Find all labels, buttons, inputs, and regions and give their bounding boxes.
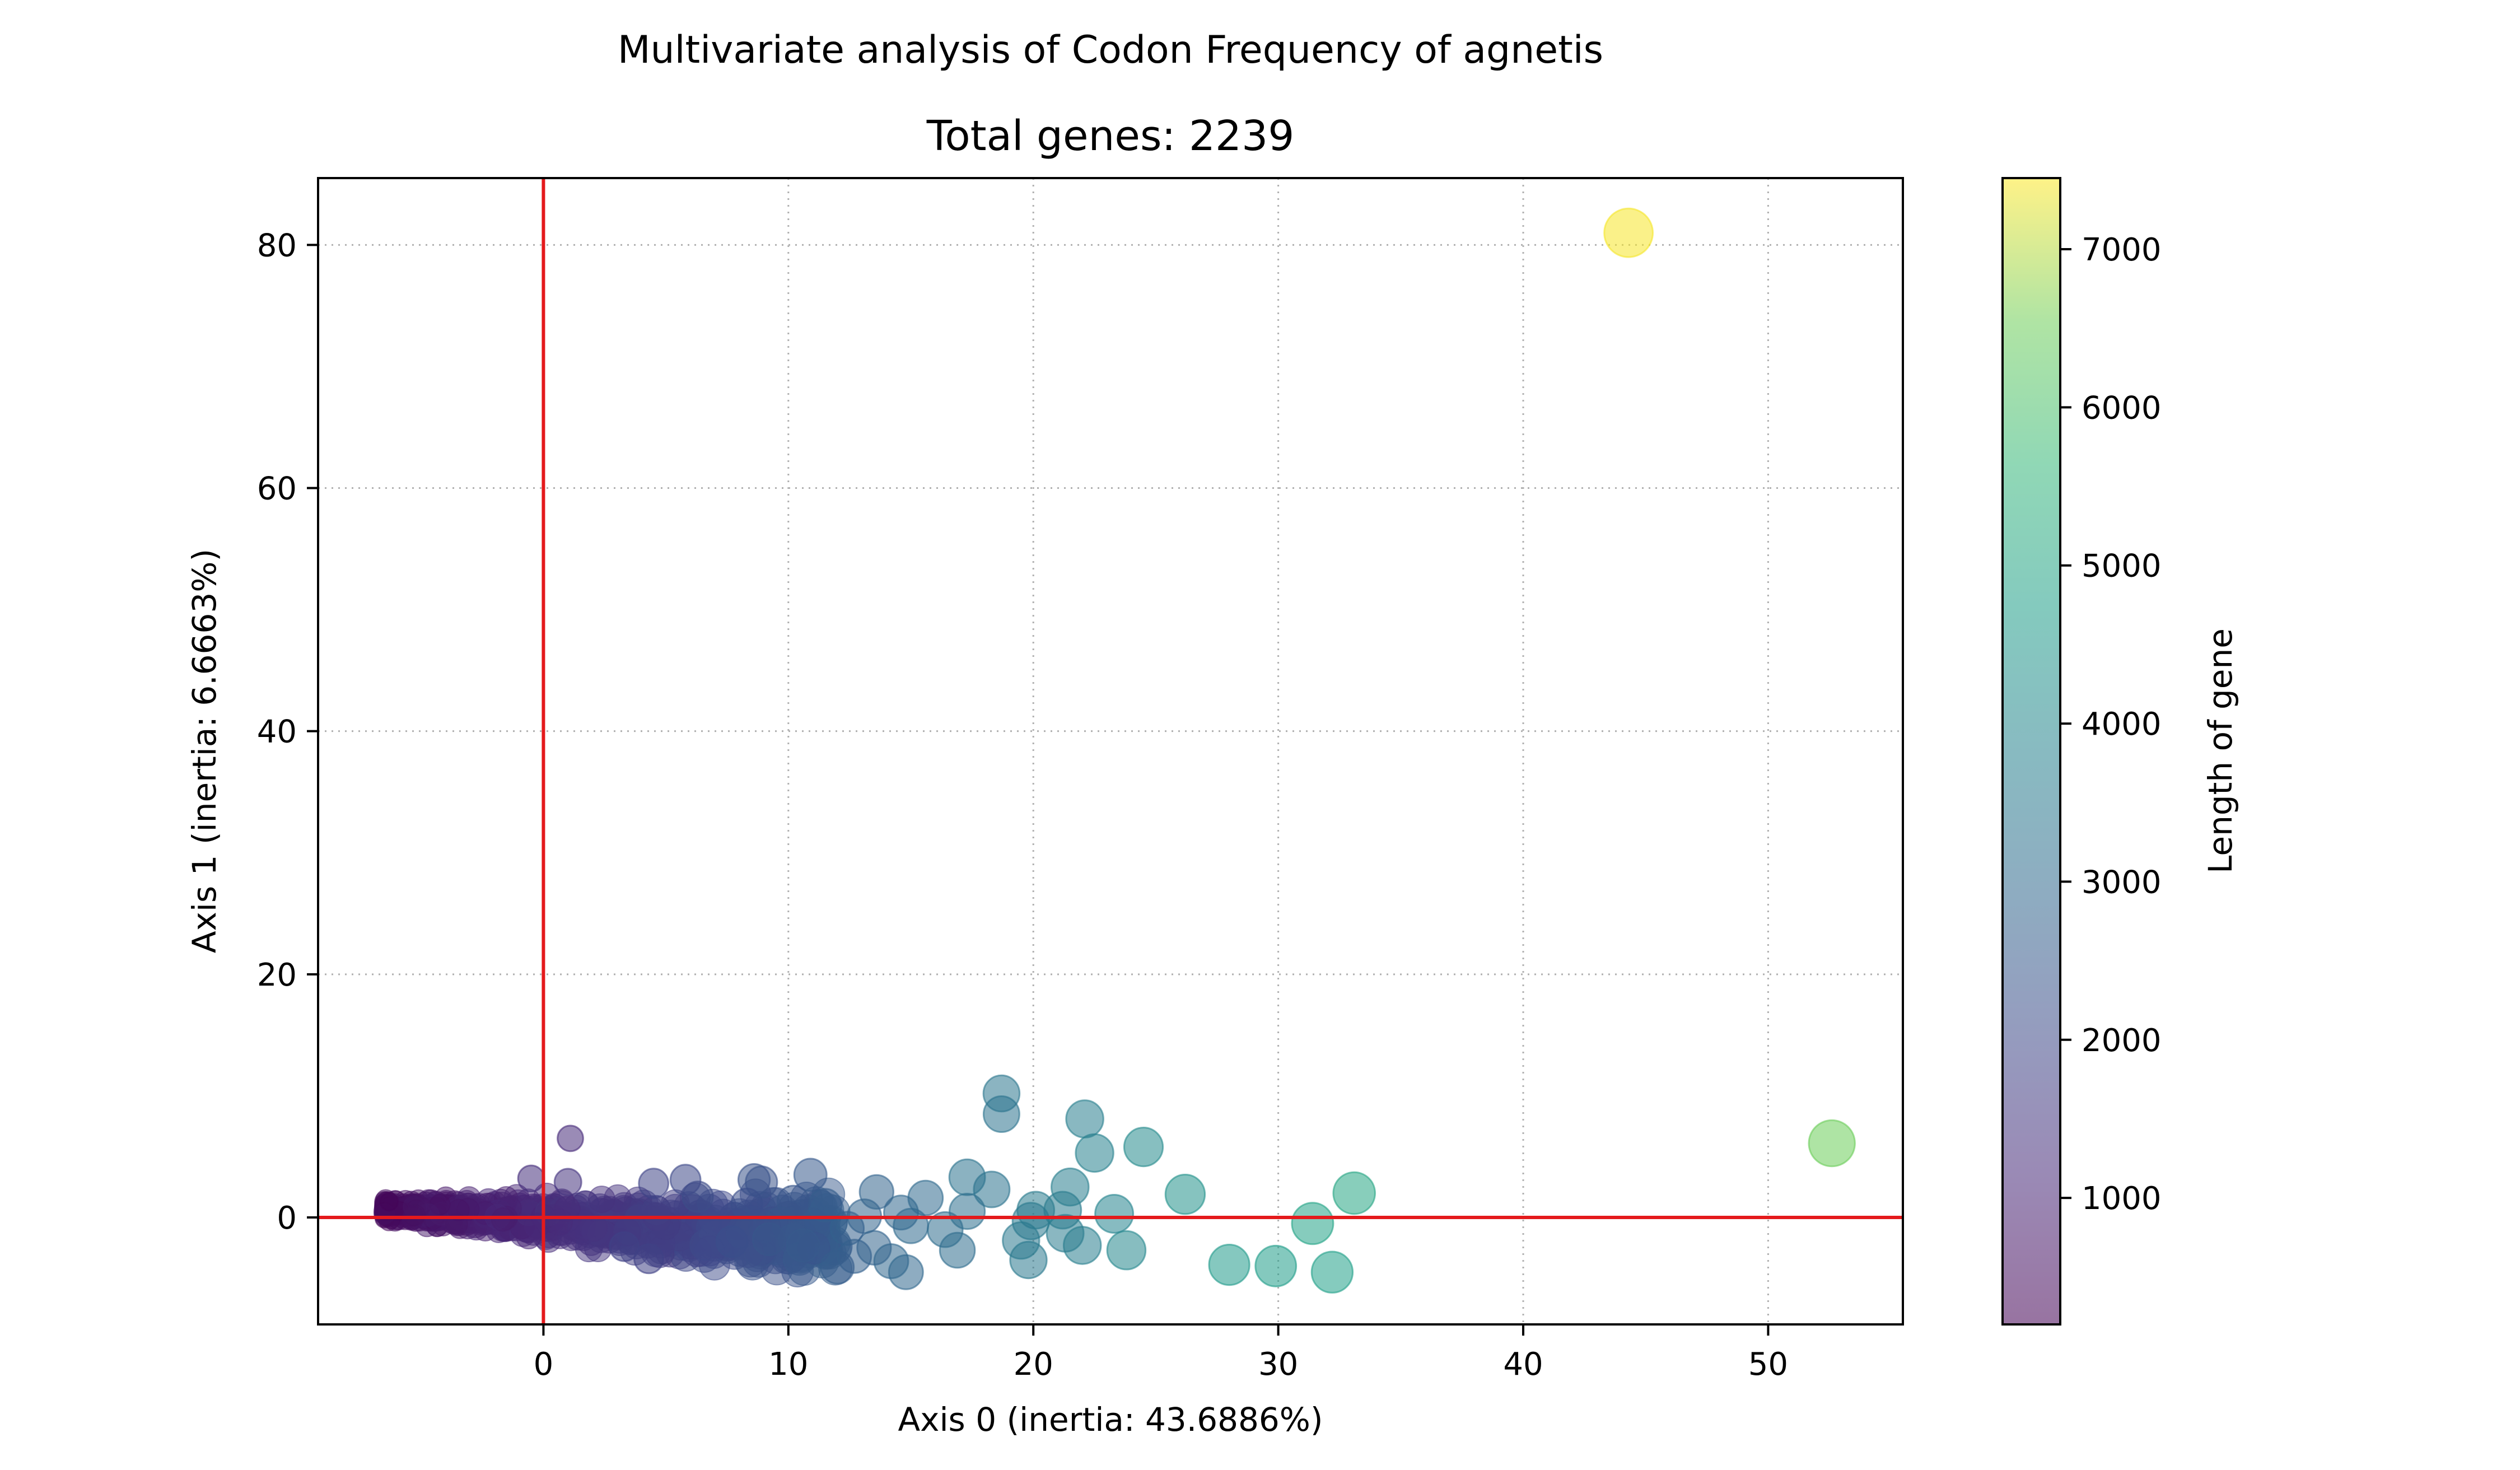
gene-point (1075, 1133, 1114, 1173)
gene-points (379, 207, 1856, 1294)
reference-lines (318, 178, 1903, 1324)
gene-point (633, 1243, 664, 1275)
gene-point (669, 1164, 702, 1196)
y-tick-label: 60 (257, 471, 297, 507)
gene-point (786, 1228, 820, 1263)
colorbar-ticks: 1000 2000 3000 4000 5000 6000 7000 (2060, 232, 2162, 1217)
gene-point (557, 1124, 584, 1152)
gene-point (820, 1250, 855, 1285)
gene-point (1603, 207, 1654, 258)
gene-point (546, 1208, 573, 1236)
colorbar-tick-label: 7000 (2082, 232, 2162, 268)
gene-point (491, 1207, 516, 1232)
colorbar-tick-label: 3000 (2082, 864, 2162, 900)
gene-point (715, 1225, 749, 1258)
y-tick-label: 80 (257, 227, 297, 264)
gene-point (1094, 1194, 1135, 1234)
colorbar-tick-label: 1000 (2082, 1180, 2162, 1217)
y-axis-label: Axis 1 (inertia: 6.6663%) (185, 549, 223, 953)
x-axis-label: Axis 0 (inertia: 43.6886%) (898, 1401, 1323, 1439)
gene-point (379, 1192, 399, 1212)
gene-point (609, 1231, 640, 1262)
gene-point (1164, 1174, 1206, 1215)
colorbar-label: Length of gene (2201, 628, 2239, 874)
grid-lines (318, 178, 1903, 1324)
gene-point (447, 1198, 470, 1221)
gene-point (752, 1222, 786, 1257)
gene-point (1106, 1230, 1147, 1271)
y-tick-label: 0 (277, 1200, 297, 1236)
x-tick-label: 0 (534, 1346, 554, 1383)
y-axis-ticks: 0 20 40 60 80 (257, 227, 318, 1236)
gene-point (1254, 1244, 1298, 1287)
x-tick-label: 20 (1014, 1346, 1053, 1383)
gene-point (982, 1095, 1020, 1133)
x-tick-label: 40 (1503, 1346, 1543, 1383)
gene-point (1808, 1119, 1856, 1168)
x-tick-label: 50 (1748, 1346, 1788, 1383)
gene-point (883, 1194, 919, 1231)
y-tick-label: 40 (257, 714, 297, 750)
x-tick-label: 30 (1258, 1346, 1298, 1383)
chart-title: Total genes: 2239 (926, 112, 1295, 160)
colorbar-tick-label: 5000 (2082, 548, 2162, 585)
gene-point (642, 1195, 672, 1225)
gene-point (1123, 1127, 1164, 1168)
gene-point (517, 1164, 545, 1193)
y-tick-label: 20 (257, 957, 297, 993)
colorbar (2001, 177, 2061, 1326)
plot-frame (317, 177, 1904, 1326)
gene-point (638, 1168, 670, 1200)
gene-point (580, 1214, 608, 1242)
gene-point (948, 1158, 986, 1196)
gene-point (404, 1204, 426, 1226)
x-axis-ticks: 0 10 20 30 40 50 (534, 1324, 1788, 1383)
colorbar-tick-label: 4000 (2082, 706, 2162, 743)
gene-point (1332, 1171, 1376, 1215)
gene-point (1208, 1244, 1250, 1286)
gene-point (776, 1184, 810, 1219)
gene-point (1291, 1202, 1334, 1245)
gene-point (829, 1211, 865, 1246)
gene-point (1002, 1221, 1040, 1260)
x-tick-label: 10 (768, 1346, 808, 1383)
gene-point (553, 1168, 582, 1197)
gene-point (1065, 1099, 1104, 1138)
gene-point (1310, 1250, 1354, 1294)
gene-point (793, 1158, 828, 1192)
colorbar-tick-label: 6000 (2082, 390, 2162, 426)
chart-suptitle: Multivariate analysis of Codon Frequency… (618, 28, 1603, 72)
gene-point (730, 1187, 763, 1221)
colorbar-tick-label: 2000 (2082, 1023, 2162, 1059)
gene-point (699, 1205, 731, 1236)
